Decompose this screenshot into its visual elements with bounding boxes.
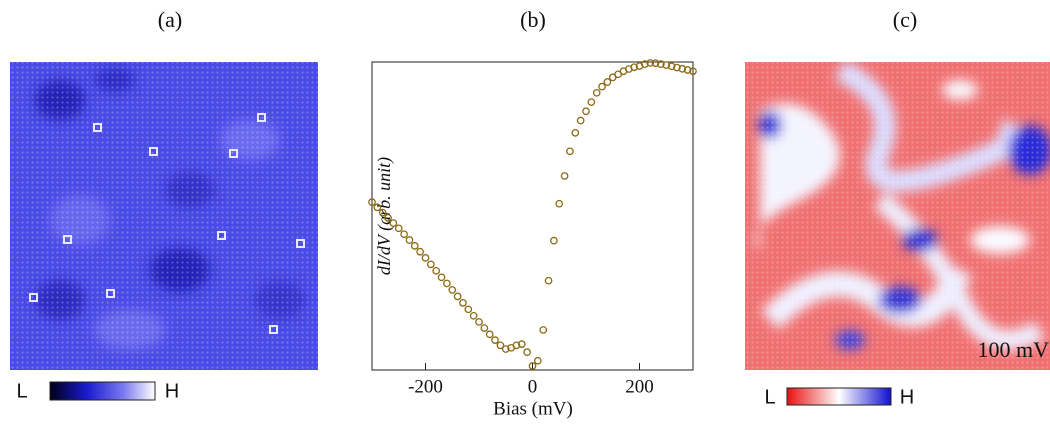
data-point (448, 286, 457, 294)
data-point (426, 260, 435, 269)
data-point (689, 67, 697, 76)
data-point (496, 341, 505, 350)
data-point (667, 62, 676, 71)
data-point (512, 341, 521, 350)
data-point (651, 59, 660, 68)
data-point (539, 326, 548, 334)
colorbar-high: H (165, 380, 179, 402)
conductance-map (745, 62, 1050, 370)
colorbar-low: L (764, 386, 775, 408)
plot-frame (371, 61, 694, 371)
energy-annotation: 100 mV (978, 337, 1050, 362)
data-point (560, 172, 569, 180)
data-point (555, 199, 564, 208)
data-point (416, 247, 424, 256)
topography-image (10, 62, 318, 370)
data-point (582, 107, 590, 116)
data-point (432, 266, 441, 275)
data-point (400, 230, 408, 239)
colorbar-low: L (16, 380, 27, 402)
data-point (443, 279, 451, 288)
y-axis-label: dI/dV (arb. unit) (374, 157, 395, 275)
data-point (480, 324, 489, 332)
data-point (464, 305, 473, 314)
data-point (533, 356, 542, 365)
data-point (571, 128, 580, 137)
data-point (576, 116, 585, 125)
data-point (373, 203, 382, 212)
data-point (410, 242, 419, 250)
panel-label: (c) (893, 7, 917, 32)
data-point (368, 198, 376, 206)
data-point (437, 273, 446, 282)
data-point (501, 345, 510, 353)
data-point (592, 88, 601, 97)
colorbar-high: H (900, 386, 914, 408)
data-point (673, 63, 681, 72)
data-point (453, 292, 462, 301)
data-point (394, 224, 403, 233)
data-point (485, 330, 494, 339)
x-axis-label: Bias (mV) (493, 398, 573, 419)
chart-title: (b) (520, 7, 546, 32)
colorbar (786, 387, 892, 406)
data-point (523, 348, 532, 356)
data-point (646, 59, 655, 67)
data-point (475, 318, 483, 326)
data-point (678, 64, 687, 73)
colorbar (49, 381, 156, 401)
data-point (528, 362, 537, 370)
data-point (640, 60, 649, 69)
data-point (459, 299, 467, 307)
data-point (566, 147, 574, 156)
data-point (598, 82, 606, 91)
data-point (657, 60, 665, 69)
data-point (550, 236, 558, 245)
x-tick-label: 0 (528, 376, 538, 397)
x-tick-label: -200 (408, 376, 443, 397)
data-point (384, 213, 392, 222)
data-point (491, 336, 499, 344)
data-point (587, 98, 596, 106)
x-tick-label: 200 (625, 376, 654, 397)
data-point (683, 66, 692, 74)
data-point (389, 219, 398, 227)
data-point (421, 254, 430, 262)
data-point (378, 208, 387, 217)
data-point (603, 78, 612, 86)
data-point (405, 236, 414, 244)
panel-label: (a) (158, 7, 182, 32)
data-point (469, 311, 478, 320)
data-point (630, 63, 639, 72)
data-point (517, 340, 526, 348)
data-point (544, 276, 553, 285)
data-point (662, 61, 671, 69)
